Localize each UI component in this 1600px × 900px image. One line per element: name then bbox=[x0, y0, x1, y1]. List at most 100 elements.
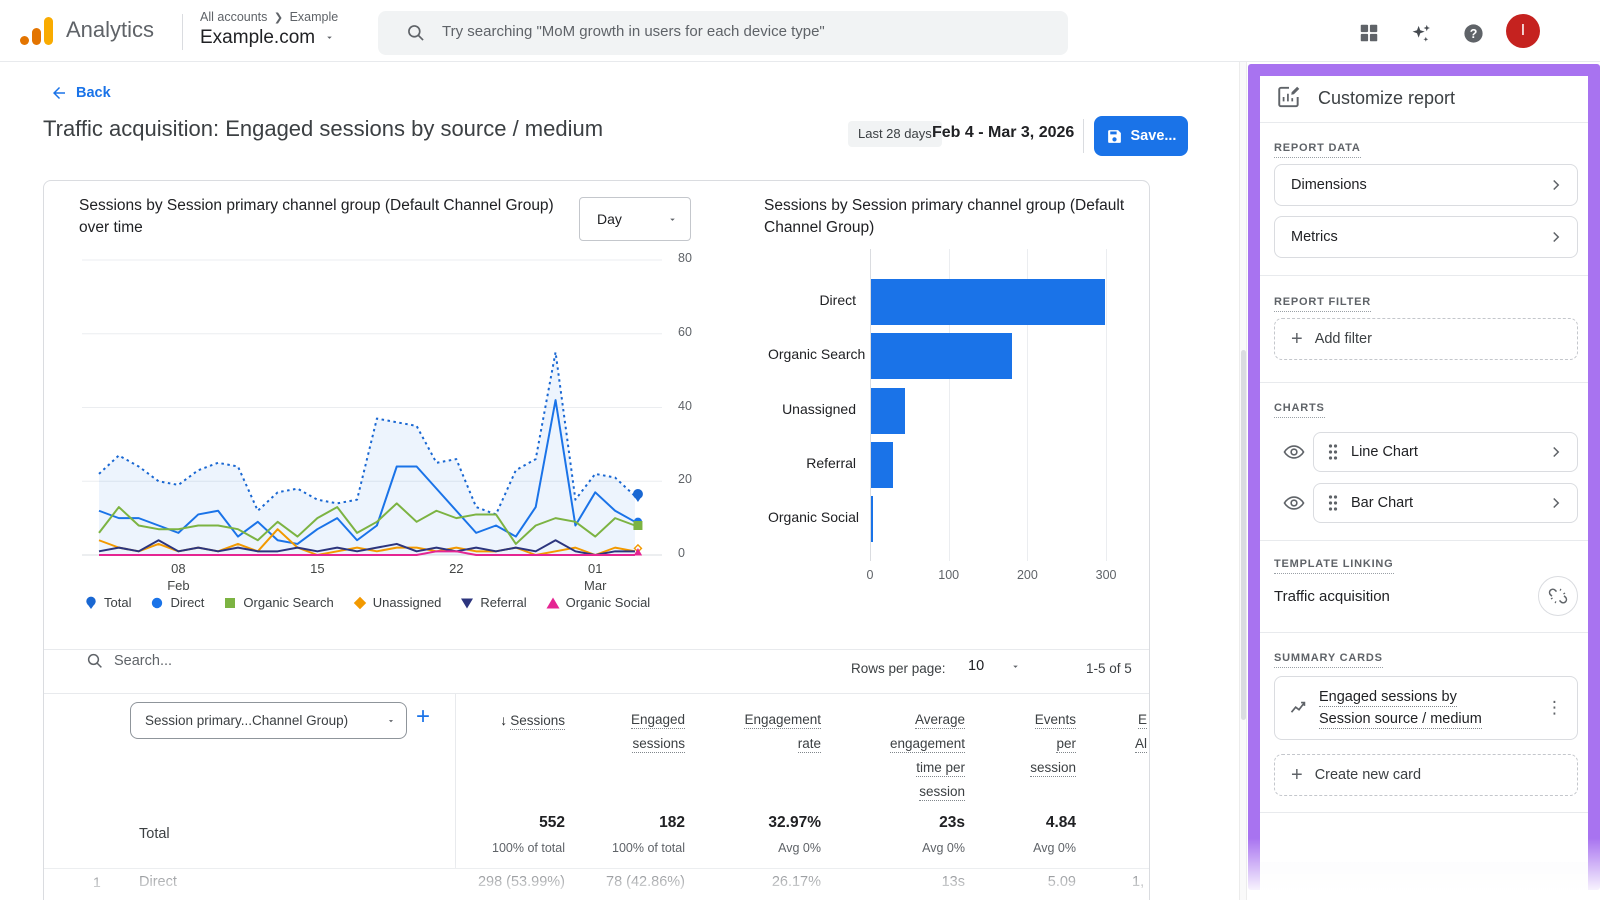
bar-x-tick: 300 bbox=[1095, 568, 1117, 582]
scrollbar-track[interactable] bbox=[1239, 62, 1247, 900]
legend-item-unassigned[interactable]: Unassigned bbox=[353, 595, 441, 610]
legend-label: Referral bbox=[480, 595, 527, 610]
legend-item-referral[interactable]: Referral bbox=[460, 595, 527, 610]
column-header-clipped[interactable]: E Al bbox=[1134, 712, 1147, 753]
bar-category-label: Direct bbox=[819, 292, 856, 308]
drag-handle-icon[interactable] bbox=[1327, 494, 1339, 512]
search-icon bbox=[408, 25, 424, 41]
x-axis-tick: 15 bbox=[310, 561, 325, 576]
dimensions-label: Dimensions bbox=[1291, 177, 1367, 193]
column-header[interactable]: Average engagement time per session bbox=[889, 712, 965, 801]
page-title: Traffic acquisition: Engaged sessions by… bbox=[43, 116, 604, 141]
table-search-placeholder: Search... bbox=[114, 653, 173, 669]
bar-organic-social bbox=[870, 496, 873, 542]
property-selector[interactable]: Example.com bbox=[200, 27, 335, 49]
help-icon[interactable]: ? bbox=[1460, 20, 1486, 46]
plus-icon: + bbox=[1291, 763, 1303, 786]
ai-sparkle-icon[interactable] bbox=[1408, 20, 1434, 46]
legend-label: Direct bbox=[170, 595, 205, 610]
y-axis-tick: 60 bbox=[678, 324, 692, 339]
unlink-template-button[interactable] bbox=[1538, 576, 1578, 616]
legend-label: Organic Social bbox=[565, 595, 651, 610]
global-search-input[interactable]: Try searching "MoM growth in users for e… bbox=[378, 11, 1068, 55]
report-filter-section-label: REPORT FILTER bbox=[1274, 296, 1371, 312]
drag-handle-icon[interactable] bbox=[1327, 443, 1339, 461]
dimensions-button[interactable]: Dimensions bbox=[1274, 164, 1578, 206]
breadcrumb-all-accounts[interactable]: All accounts bbox=[200, 10, 268, 24]
chevron-down-icon bbox=[388, 719, 394, 722]
bar-gridline bbox=[1106, 249, 1108, 561]
column-header[interactable]: Engaged sessions bbox=[630, 712, 685, 753]
bar-chart: 0 100 200 300 Direct Organic Search Unassigned… bbox=[768, 246, 1168, 596]
x-axis-tick: 22 bbox=[449, 561, 464, 576]
totals-sub: 100% of total bbox=[492, 841, 565, 855]
x-axis-tick: 08 Feb bbox=[167, 561, 190, 593]
line-chart-visibility-eye-icon[interactable] bbox=[1283, 441, 1305, 468]
column-header[interactable]: Events per session bbox=[1030, 712, 1076, 777]
apps-grid-icon[interactable] bbox=[1356, 20, 1382, 46]
avatar[interactable]: I bbox=[1506, 14, 1540, 48]
y-axis-tick: 0 bbox=[678, 546, 685, 560]
totals-sub: 100% of total bbox=[612, 841, 685, 855]
bar-category-label: Unassigned bbox=[782, 400, 856, 417]
bar-category-label: Organic Search bbox=[768, 346, 866, 363]
y-axis-tick: 40 bbox=[678, 398, 692, 413]
global-search-placeholder: Try searching "MoM growth in users for e… bbox=[442, 23, 825, 40]
add-filter-label: Add filter bbox=[1314, 331, 1372, 347]
back-button[interactable]: Back bbox=[50, 84, 111, 102]
add-column-plus-icon[interactable]: + bbox=[416, 703, 431, 730]
table-search-input[interactable]: Search... bbox=[86, 652, 172, 670]
create-new-card-label: Create new card bbox=[1314, 767, 1422, 783]
metrics-button[interactable]: Metrics bbox=[1274, 216, 1578, 258]
analytics-logo-icon[interactable] bbox=[20, 16, 54, 46]
line-chart-title: Sessions by Session primary channel grou… bbox=[79, 197, 554, 236]
totals-value: 32.97% bbox=[768, 814, 821, 831]
legend-item-direct[interactable]: Direct bbox=[150, 595, 204, 610]
sidebar-bottom-fade bbox=[1248, 838, 1600, 900]
dimension-selector[interactable]: Session primary...Channel Group) bbox=[130, 702, 407, 739]
rows-per-page-select[interactable]: 10 bbox=[968, 658, 1021, 674]
totals-sub: Avg 0% bbox=[922, 841, 965, 855]
bar-unassigned bbox=[870, 387, 906, 434]
top-app-bar: Analytics All accounts ❯ Example Example… bbox=[0, 0, 1600, 62]
totals-value: 23s bbox=[939, 814, 965, 831]
save-label: Save... bbox=[1130, 128, 1177, 144]
summary-card-item[interactable]: Engaged sessions by Session source / med… bbox=[1274, 676, 1578, 740]
line-chart-item[interactable]: Line Chart bbox=[1313, 432, 1578, 472]
legend-item-total[interactable]: Total bbox=[84, 595, 131, 610]
create-new-card-button[interactable]: + Create new card bbox=[1274, 754, 1578, 796]
save-button[interactable]: Save... bbox=[1094, 116, 1188, 156]
totals-value: 4.84 bbox=[1045, 814, 1076, 831]
chevron-down-icon bbox=[1013, 665, 1018, 668]
add-filter-button[interactable]: + Add filter bbox=[1274, 318, 1578, 360]
template-linking-section-label: TEMPLATE LINKING bbox=[1274, 558, 1394, 574]
bar-x-tick: 200 bbox=[1016, 568, 1038, 582]
kebab-menu-icon[interactable]: ⋮ bbox=[1546, 698, 1563, 717]
date-preset-chip[interactable]: Last 28 days bbox=[848, 121, 942, 147]
bar-chart-item[interactable]: Bar Chart bbox=[1313, 483, 1578, 523]
legend-item-organic-search[interactable]: Organic Search bbox=[223, 595, 334, 610]
summary-card-title-line2: Session source / medium bbox=[1319, 711, 1482, 729]
rows-per-page-label: Rows per page: bbox=[851, 661, 946, 676]
pagination-status: 1-5 of 5 bbox=[1086, 661, 1132, 676]
line-chart-item-label: Line Chart bbox=[1351, 444, 1418, 460]
summary-cards-section-label: SUMMARY CARDS bbox=[1274, 652, 1383, 668]
column-header[interactable]: Engagement rate bbox=[744, 712, 821, 753]
column-header[interactable]: ↓ Sessions bbox=[500, 712, 565, 730]
sort-desc-icon: ↓ bbox=[500, 712, 508, 728]
bar-x-tick: 100 bbox=[938, 568, 960, 582]
interval-select[interactable]: Day bbox=[579, 197, 691, 241]
product-name: Analytics bbox=[66, 17, 155, 42]
bar-organic-search bbox=[870, 333, 1013, 380]
scrollbar-thumb[interactable] bbox=[1241, 350, 1246, 720]
legend-item-organic-social[interactable]: Organic Social bbox=[546, 595, 651, 610]
back-arrow-icon bbox=[53, 87, 65, 99]
breadcrumb-account[interactable]: Example bbox=[289, 10, 339, 24]
bar-chart-visibility-eye-icon[interactable] bbox=[1283, 492, 1305, 519]
legend-label: Organic Search bbox=[243, 595, 334, 610]
breadcrumb[interactable]: All accounts ❯ Example bbox=[200, 10, 338, 24]
date-range[interactable]: Feb 4 - Mar 3, 2026 bbox=[932, 124, 1075, 141]
x-axis-tick: 01 Mar bbox=[584, 561, 607, 593]
sparkline-icon bbox=[1290, 701, 1306, 713]
metrics-label: Metrics bbox=[1291, 229, 1338, 245]
